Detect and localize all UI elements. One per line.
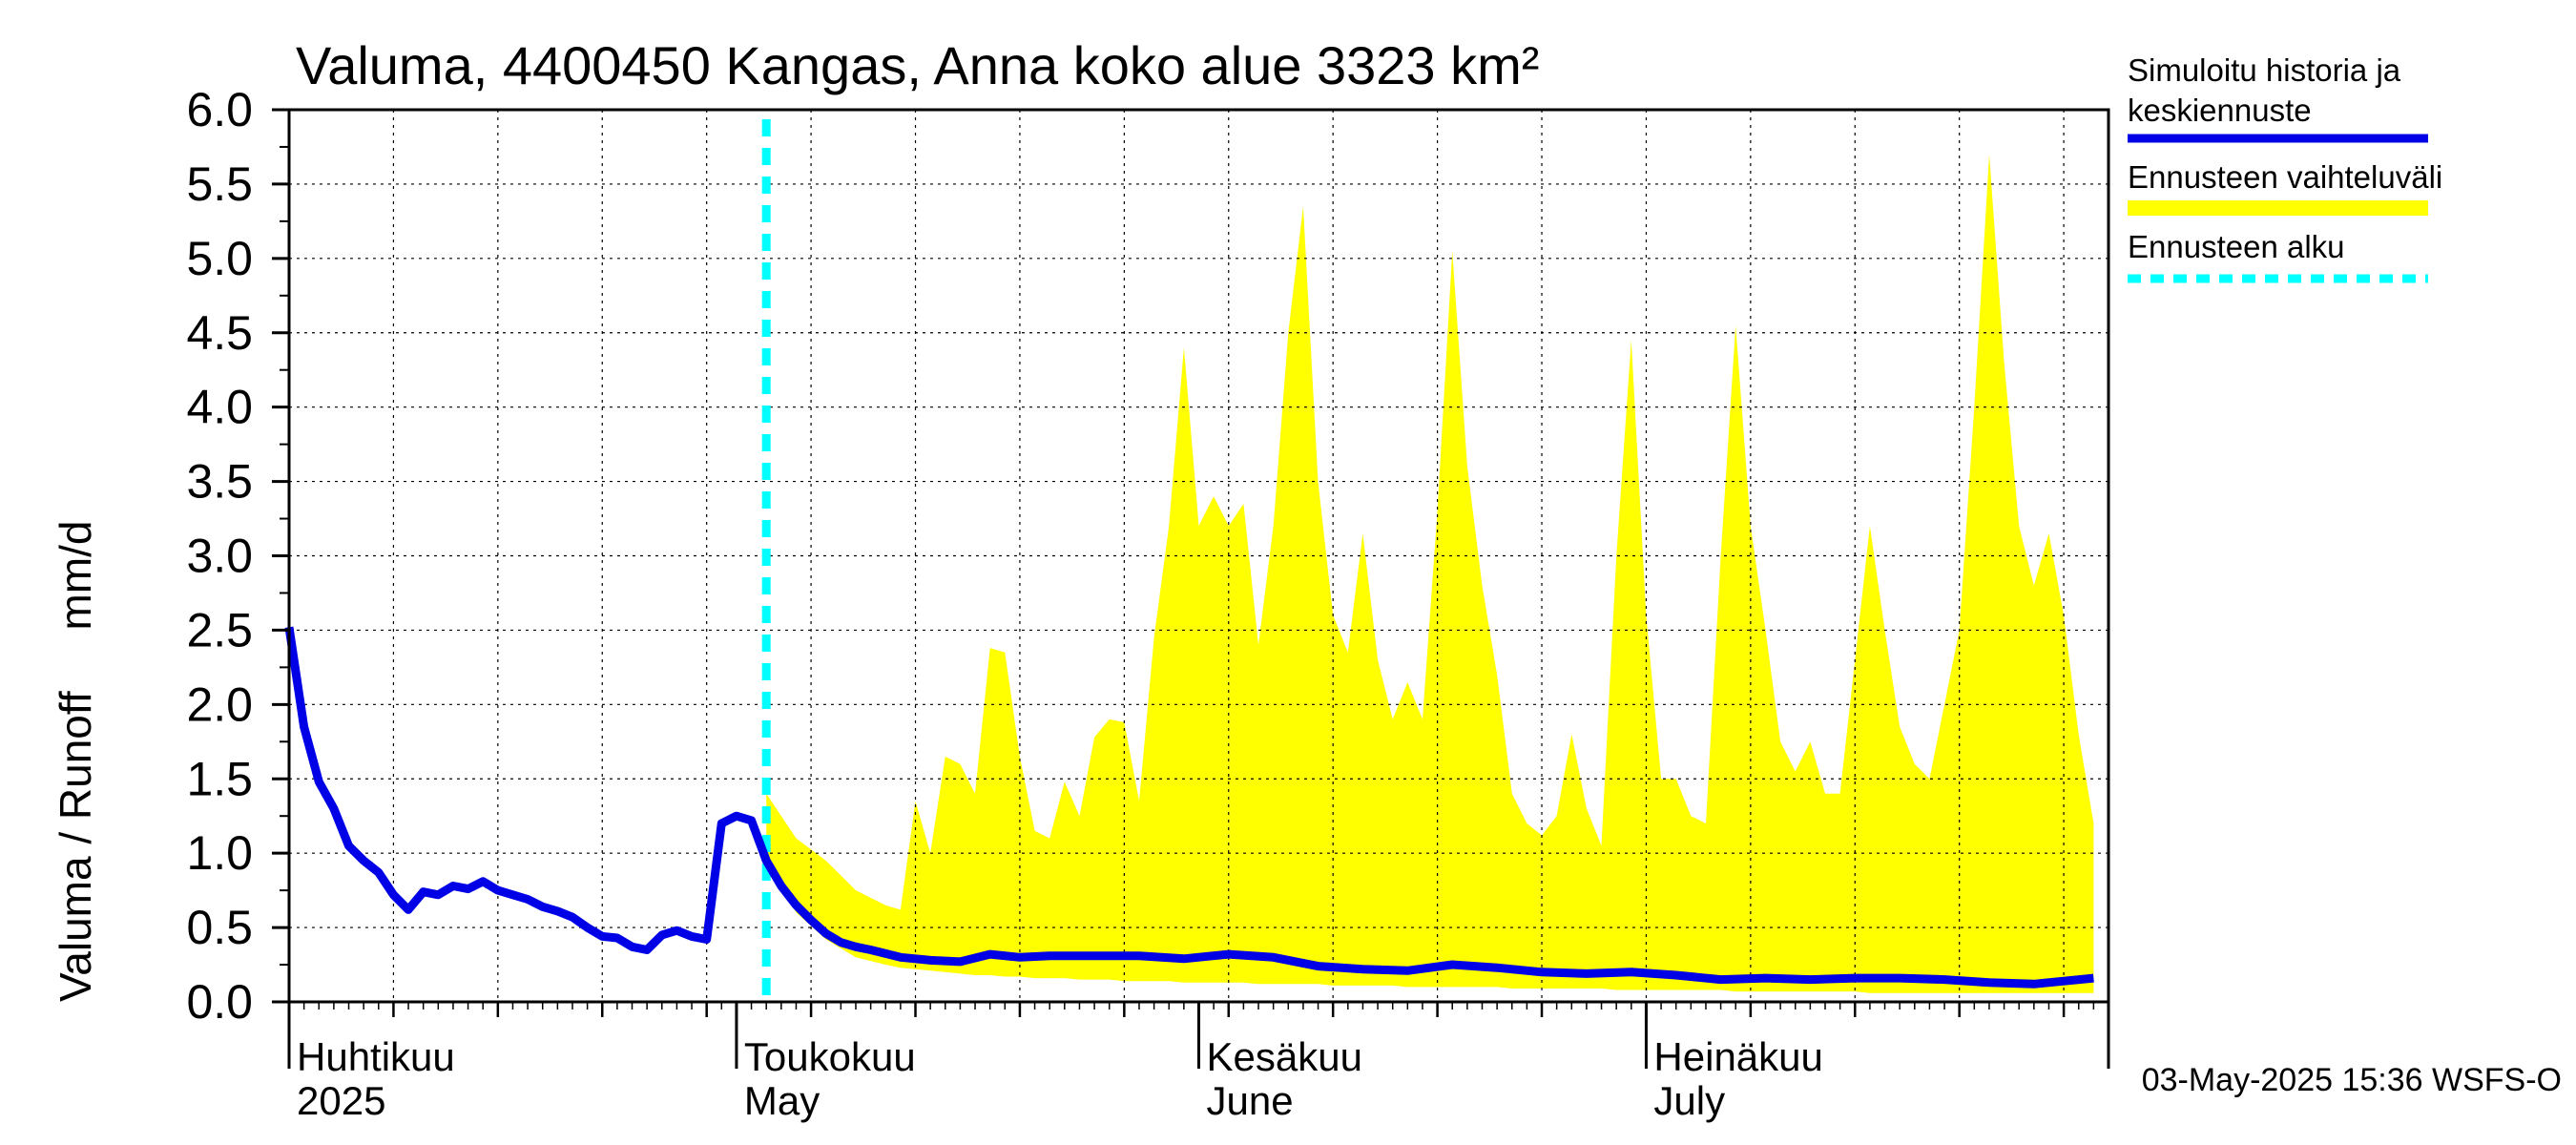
- month-sublabel: May: [744, 1078, 820, 1123]
- y-tick-label: 4.0: [186, 381, 253, 434]
- month-label: Huhtikuu: [297, 1034, 455, 1079]
- history-series-line: [284, 626, 2094, 989]
- legend-label: Ennusteen alku: [2128, 229, 2345, 264]
- y-tick-label: 3.0: [186, 530, 253, 583]
- y-tick-label: 6.0: [186, 83, 253, 136]
- month-sublabel: July: [1653, 1078, 1725, 1123]
- legend-label: Simuloitu historia ja: [2128, 52, 2401, 88]
- y-tick-label: 2.5: [186, 603, 253, 656]
- month-label: Heinäkuu: [1653, 1034, 1822, 1079]
- month-label: Kesäkuu: [1207, 1034, 1362, 1079]
- chart-title: Valuma, 4400450 Kangas, Anna koko alue 3…: [296, 35, 1539, 95]
- y-tick-label: 0.5: [186, 901, 253, 954]
- month-label: Toukokuu: [744, 1034, 916, 1079]
- timestamp-footer: 03-May-2025 15:36 WSFS-O: [2142, 1062, 2562, 1098]
- y-tick-label: 1.5: [186, 752, 253, 805]
- y-tick-label: 1.0: [186, 826, 253, 880]
- plot-area: [284, 108, 2110, 1004]
- legend-label: Ennusteen vaihteluväli: [2128, 159, 2442, 195]
- month-sublabel: 2025: [297, 1078, 385, 1123]
- y-axis-label: Valuma / Runoff mm/d: [51, 521, 100, 1003]
- month-sublabel: June: [1207, 1078, 1294, 1123]
- y-axis: 0.0 0.5 1.0 1.5 2.0 2.5 3.0 3.5 4.0 4.5 5.0 5.5 6.0: [186, 83, 289, 1029]
- y-tick-label: 0.0: [186, 975, 253, 1029]
- y-tick-label: 3.5: [186, 455, 253, 509]
- forecast-range-band: [766, 154, 2094, 993]
- grid-lines: [289, 110, 2109, 1002]
- y-tick-label: 4.5: [186, 306, 253, 360]
- legend-label: keskiennuste: [2128, 93, 2312, 128]
- y-tick-label: 2.0: [186, 677, 253, 731]
- y-tick-label: 5.0: [186, 232, 253, 285]
- y-tick-label: 5.5: [186, 157, 253, 211]
- legend: Simuloitu historia ja keskiennuste Ennuste…: [2128, 52, 2442, 283]
